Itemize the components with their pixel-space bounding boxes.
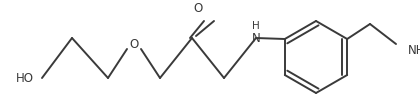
Text: H: H <box>252 21 260 31</box>
Text: O: O <box>193 2 202 14</box>
Text: O: O <box>129 37 139 51</box>
Text: NH₂: NH₂ <box>408 44 420 56</box>
Text: N: N <box>252 32 260 44</box>
Text: HO: HO <box>16 71 34 84</box>
